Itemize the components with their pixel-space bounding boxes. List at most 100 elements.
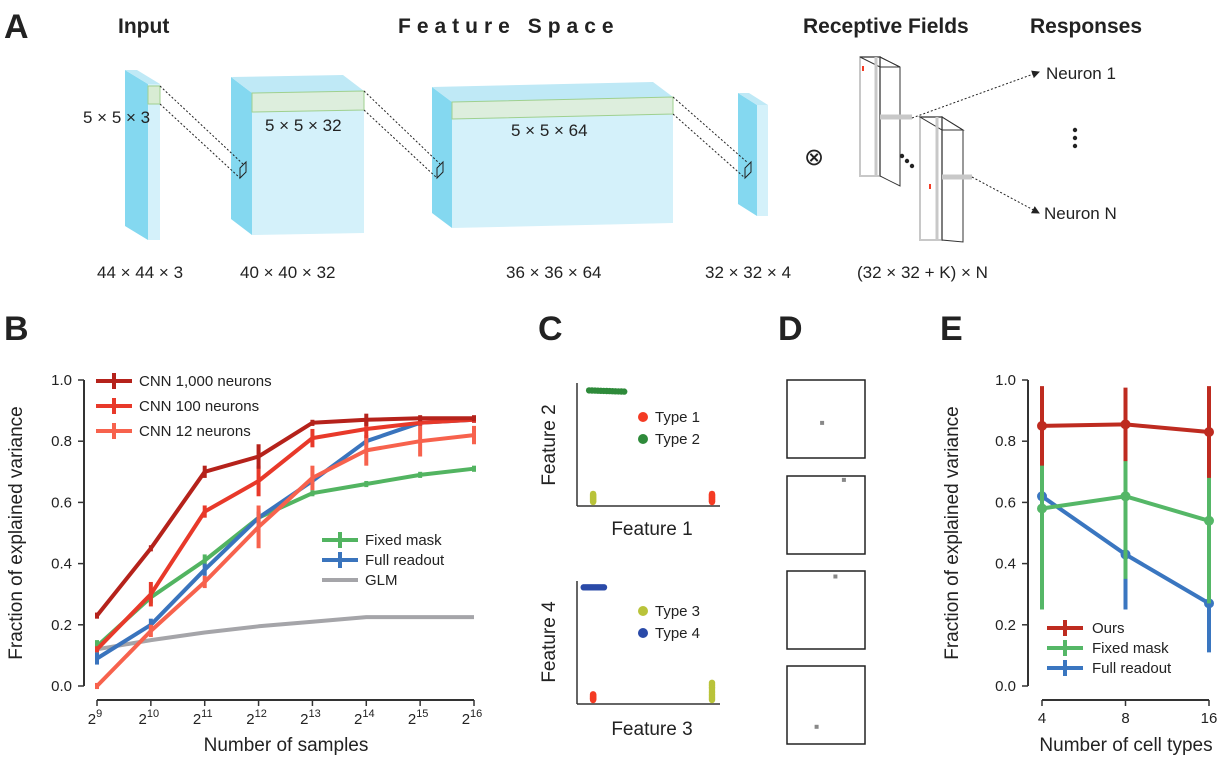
- c-point: [708, 490, 716, 498]
- e-x-tick-label: 16: [1201, 710, 1218, 727]
- c-point: [708, 679, 716, 686]
- header-feature-space: Feature Space: [398, 15, 620, 38]
- e-point: [1204, 427, 1214, 438]
- neuron-ellipsis: [1072, 127, 1078, 149]
- c-legend-marker: [638, 628, 648, 638]
- conv-layer-1: [231, 75, 365, 235]
- d-receptive-field-box: [786, 665, 866, 745]
- e-point: [1120, 419, 1131, 430]
- chart-b: 0.0 0.2 0.4 0.6 0.8 1.0 29 210 211 212 213 214 215 21…: [6, 372, 482, 756]
- dim-conv3: 32 × 32 × 4: [705, 263, 791, 282]
- kernel-connectors: [159, 85, 749, 179]
- c-legend-marker: [638, 434, 648, 444]
- header-input: Input: [118, 15, 169, 38]
- c-legend-marker: [638, 412, 648, 422]
- e-point: [1204, 515, 1214, 526]
- receptive-field-1: [859, 56, 912, 187]
- e-legend-label: Fixed mask: [1092, 640, 1169, 657]
- dim-input: 44 × 44 × 3: [97, 263, 183, 282]
- b-x-tick-label: 210: [139, 708, 160, 728]
- c-point: [600, 584, 608, 591]
- c-legend-label: Type 4: [655, 625, 700, 642]
- d-receptive-field-spot: [833, 574, 838, 579]
- c-legend-marker: [638, 606, 648, 616]
- b-y-tick-label: 1.0: [51, 372, 72, 389]
- b-y-tick-label: 0.4: [51, 556, 72, 573]
- e-y-tick-label: 0.0: [995, 678, 1016, 695]
- panel-label-b: B: [4, 310, 29, 348]
- panel-label-e: E: [940, 310, 963, 348]
- b-legend-label: Fixed mask: [365, 532, 442, 549]
- c-legend-label: Type 3: [655, 603, 700, 620]
- e-y-tick-label: 0.6: [995, 494, 1016, 511]
- b-series-line: [96, 615, 474, 652]
- c-y-axis-label: Feature 4: [539, 601, 560, 683]
- neuron-n-label: Neuron N: [1044, 204, 1117, 223]
- b-x-tick-label: 214: [354, 708, 375, 728]
- c-x-axis-label: Feature 1: [611, 519, 692, 540]
- tensor-product-symbol: ⊗: [804, 143, 824, 171]
- e-point: [1037, 503, 1047, 514]
- input-layer: [125, 70, 161, 240]
- b-series-line: [95, 433, 475, 688]
- b-y-axis-label: Fraction of explained variance: [6, 406, 27, 659]
- d-receptive-field-spot: [820, 420, 825, 425]
- arrow-neuron-1: [911, 70, 1040, 119]
- b-x-tick-label: 211: [193, 708, 213, 728]
- arrow-neuron-n: [971, 176, 1040, 214]
- receptive-field-n: [918, 116, 972, 243]
- e-y-tick-label: 0.4: [995, 556, 1016, 573]
- header-responses: Responses: [1030, 15, 1142, 38]
- dim-readout: (32 × 32 + K) × N: [857, 263, 988, 282]
- b-x-tick-label: 212: [246, 708, 267, 728]
- d-receptive-field-box: [786, 379, 866, 459]
- panel-label-c: C: [538, 310, 563, 348]
- dim-conv1: 40 × 40 × 32: [240, 263, 335, 282]
- d-receptive-field-spot: [841, 477, 846, 482]
- d-receptive-field-box: [786, 570, 866, 650]
- b-series-line: [95, 466, 475, 648]
- e-y-tick-label: 0.2: [995, 617, 1016, 634]
- kernel-patches: [239, 160, 752, 180]
- conv-layer-2: [432, 82, 674, 228]
- b-series-line: [95, 417, 475, 651]
- b-y-tick-label: 0.0: [51, 678, 72, 695]
- e-x-tick-label: 4: [1038, 710, 1046, 727]
- b-y-tick-label: 0.8: [51, 433, 72, 450]
- kernel-label-conv1: 5 × 5 × 32: [265, 116, 342, 135]
- b-legend-label: CNN 1,000 neurons: [139, 373, 272, 390]
- b-x-tick-label: 216: [462, 708, 483, 728]
- e-y-tick-label: 0.8: [995, 433, 1016, 450]
- d-receptive-field-spot: [814, 724, 819, 729]
- neuron-1-label: Neuron 1: [1046, 64, 1116, 83]
- b-legend-label: CNN 100 neurons: [139, 398, 259, 415]
- b-y-tick-label: 0.6: [51, 494, 72, 511]
- e-legend-label: Ours: [1092, 620, 1125, 637]
- kernel-label-input: 5 × 5 × 3: [83, 108, 150, 127]
- c-x-axis-label: Feature 3: [611, 719, 692, 740]
- panel-label-d: D: [778, 310, 803, 348]
- c-point: [621, 388, 628, 395]
- e-legend-label: Full readout: [1092, 660, 1172, 677]
- c-y-axis-label: Feature 2: [539, 404, 560, 485]
- d-receptive-field-box: [786, 475, 866, 555]
- kernel-label-conv2: 5 × 5 × 64: [511, 121, 588, 140]
- c-legend-label: Type 2: [655, 431, 700, 448]
- b-legend-label: CNN 12 neurons: [139, 423, 251, 440]
- dim-conv2: 36 × 36 × 64: [506, 263, 601, 282]
- e-point: [1120, 491, 1131, 502]
- receptive-field-ellipsis: [899, 153, 915, 169]
- b-legend-label: GLM: [365, 572, 398, 589]
- e-x-axis-label: Number of cell types: [1039, 735, 1212, 756]
- e-point: [1037, 420, 1047, 431]
- chart-c: Type 1 Type 2 Feature 1 Feature 2 Type 3 Type…: [539, 383, 720, 740]
- b-legend-label: Full readout: [365, 552, 445, 569]
- c-point: [589, 691, 597, 698]
- chart-e: 0.0 0.2 0.4 0.6 0.8 1.0 4 8 16 Number of cell typ…: [942, 372, 1217, 756]
- e-x-tick-label: 8: [1121, 710, 1129, 727]
- chart-d: [786, 379, 866, 745]
- e-y-tick-label: 1.0: [995, 372, 1016, 389]
- conv-layer-3: [738, 93, 768, 216]
- b-x-tick-label: 213: [300, 708, 321, 728]
